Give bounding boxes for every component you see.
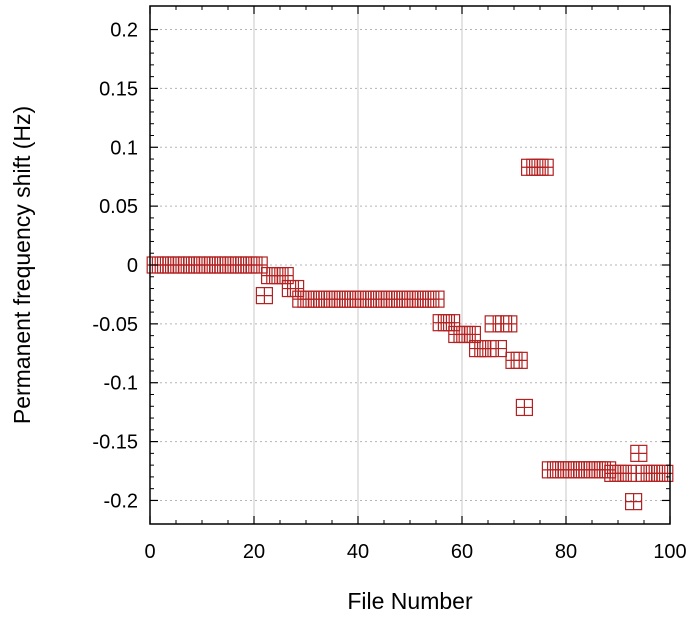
- x-tick-label: 20: [243, 541, 265, 563]
- data-point: [443, 314, 461, 332]
- data-point: [619, 464, 638, 482]
- x-tick-label: 100: [653, 541, 686, 563]
- data-point: [500, 315, 518, 333]
- data-points: [146, 158, 674, 511]
- y-tick-label: -0.2: [104, 490, 138, 512]
- x-tick-label: 80: [555, 541, 577, 563]
- y-tick-labels: 0.2 0.15 0.1 0.05 0 -0.05 -0.1 -0.15 -0.2: [92, 20, 138, 513]
- y-tick-label: -0.1: [104, 373, 138, 395]
- y-tick-label: 0.2: [110, 20, 138, 42]
- y-tick-label: 0.15: [99, 78, 138, 100]
- grid-lines: [150, 6, 670, 524]
- data-point: [515, 398, 534, 417]
- x-tick-label: 0: [144, 541, 155, 563]
- data-point: [463, 325, 481, 344]
- data-point: [630, 444, 648, 462]
- y-tick-label: -0.05: [92, 314, 138, 336]
- x-tick-label: 60: [451, 541, 473, 563]
- x-tick-labels: 0 20 40 60 80 100: [144, 541, 686, 563]
- y-tick-label: 0.05: [99, 196, 138, 218]
- y-axis-title: Permanent frequency shift (Hz): [9, 106, 35, 424]
- data-point: [489, 339, 507, 358]
- data-point: [536, 158, 554, 176]
- y-tick-label: 0.1: [110, 137, 138, 159]
- x-axis-title: File Number: [347, 588, 473, 614]
- data-point: [510, 351, 528, 369]
- x-tick-label: 40: [347, 541, 369, 563]
- data-point: [250, 256, 268, 274]
- axis-ticks: [149, 6, 671, 524]
- y-tick-label: -0.15: [92, 432, 138, 454]
- y-tick-label: 0: [127, 255, 138, 277]
- data-point: [287, 279, 305, 298]
- data-point: [427, 290, 445, 308]
- data-point: [624, 493, 643, 511]
- data-point: [255, 287, 273, 305]
